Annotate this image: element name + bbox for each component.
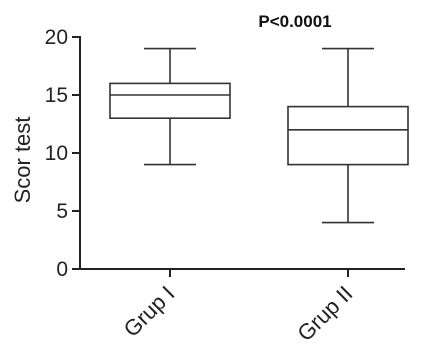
iqr-box (109, 82, 231, 120)
p-value-annotation: P<0.0001 (258, 12, 331, 31)
x-category-label: Grup II (292, 281, 357, 346)
y-tick-label: 5 (56, 200, 68, 223)
box-group (287, 47, 409, 224)
y-tick-label: 10 (45, 142, 68, 165)
y-tick-label: 15 (45, 84, 68, 107)
y-tick-label: 0 (56, 258, 68, 281)
y-tick-label: 20 (45, 26, 68, 49)
y-axis: 0 5 10 15 20 (45, 26, 81, 281)
y-axis-label: Scor test (10, 117, 35, 204)
boxes (109, 47, 409, 224)
iqr-box (287, 105, 409, 166)
box-group (109, 47, 231, 166)
x-category-label: Grup I (119, 281, 180, 342)
x-axis: Grup I Grup II (80, 268, 405, 346)
